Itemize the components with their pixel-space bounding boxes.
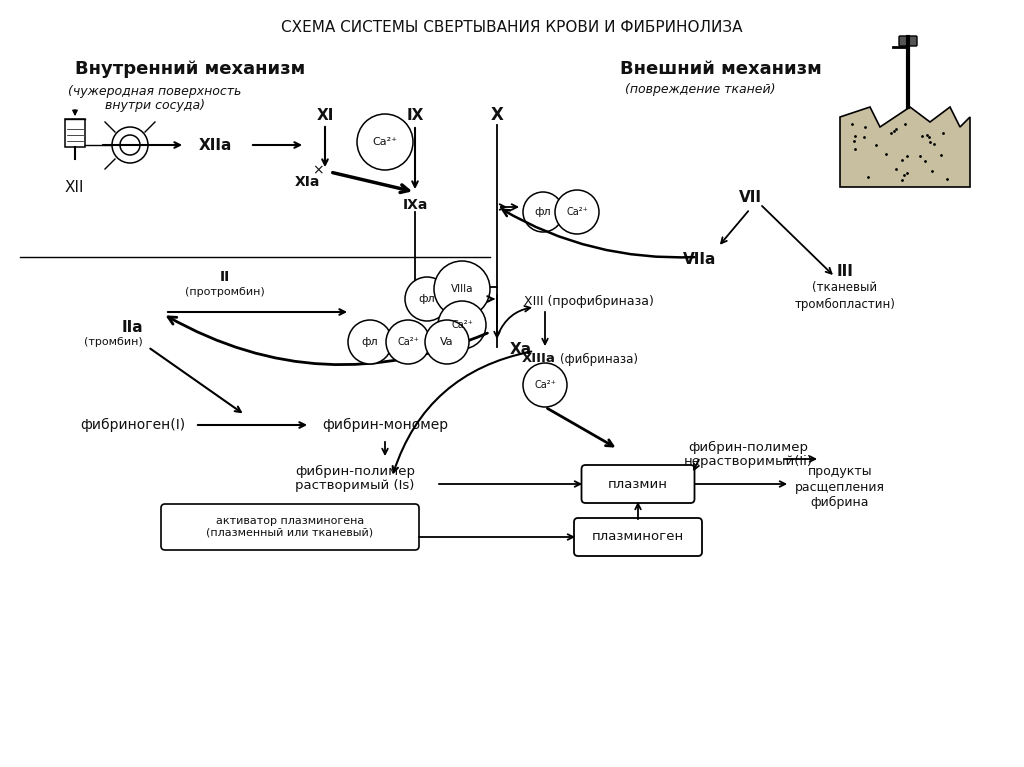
Circle shape	[348, 320, 392, 364]
Text: Ca²⁺: Ca²⁺	[397, 337, 419, 347]
Text: (фибриназа): (фибриназа)	[560, 353, 638, 366]
Text: XIIa: XIIa	[199, 137, 231, 153]
Text: XII: XII	[65, 179, 85, 195]
Text: VIIa: VIIa	[683, 252, 717, 268]
Circle shape	[523, 363, 567, 407]
Text: Xa: Xa	[510, 341, 532, 357]
Text: IIa: IIa	[122, 320, 143, 334]
Circle shape	[523, 192, 563, 232]
Text: фибрин-полимер: фибрин-полимер	[688, 440, 808, 453]
Circle shape	[438, 301, 486, 349]
Text: Ca²⁺: Ca²⁺	[566, 207, 588, 217]
Text: Ca²⁺: Ca²⁺	[451, 320, 473, 330]
Polygon shape	[840, 107, 970, 187]
Text: активатор плазминогена
(плазменный или тканевый): активатор плазминогена (плазменный или т…	[207, 516, 374, 538]
FancyBboxPatch shape	[574, 518, 702, 556]
Text: фибрин-мономер: фибрин-мономер	[322, 418, 449, 432]
Text: (тромбин): (тромбин)	[84, 337, 143, 347]
Circle shape	[120, 135, 140, 155]
Text: СХЕМА СИСТЕМЫ СВЕРТЫВАНИЯ КРОВИ И ФИБРИНОЛИЗА: СХЕМА СИСТЕМЫ СВЕРТЫВАНИЯ КРОВИ И ФИБРИН…	[282, 19, 742, 35]
Text: IX: IX	[407, 107, 424, 123]
Text: (чужеродная поверхность: (чужеродная поверхность	[69, 84, 242, 97]
Text: плазмин: плазмин	[608, 478, 668, 491]
Circle shape	[555, 190, 599, 234]
Text: фибриноген(I): фибриноген(I)	[80, 418, 185, 432]
Text: XIIIa: XIIIa	[522, 353, 556, 366]
FancyBboxPatch shape	[899, 36, 918, 46]
Text: Ca²⁺: Ca²⁺	[373, 137, 397, 147]
Text: XIa: XIa	[295, 175, 319, 189]
Text: плазминоген: плазминоген	[592, 531, 684, 544]
Text: растворимый (Is): растворимый (Is)	[295, 479, 415, 492]
Text: XI: XI	[316, 107, 334, 123]
Text: продукты: продукты	[808, 466, 872, 479]
Text: VIIIa: VIIIa	[451, 284, 473, 294]
Bar	[65, 119, 85, 147]
Text: (повреждение тканей): (повреждение тканей)	[625, 84, 775, 97]
FancyBboxPatch shape	[582, 465, 694, 503]
Text: (тканевый: (тканевый	[812, 281, 878, 295]
Text: Va: Va	[440, 337, 454, 347]
Text: ×: ×	[312, 163, 324, 177]
Text: фибрин-полимер: фибрин-полимер	[295, 465, 415, 478]
Circle shape	[406, 277, 449, 321]
FancyBboxPatch shape	[161, 504, 419, 550]
Text: (протромбин): (протромбин)	[185, 287, 265, 297]
Text: Ca²⁺: Ca²⁺	[535, 380, 556, 390]
Circle shape	[112, 127, 148, 163]
Text: IXa: IXa	[402, 198, 428, 212]
Text: фибрина: фибрина	[811, 495, 869, 509]
Text: II: II	[220, 270, 230, 284]
Text: Внешний механизм: Внешний механизм	[620, 60, 821, 78]
Text: VII: VII	[738, 189, 762, 205]
Circle shape	[425, 320, 469, 364]
Text: тромбопластин): тромбопластин)	[795, 298, 895, 311]
Text: фл: фл	[535, 207, 551, 217]
Text: фл: фл	[419, 294, 435, 304]
Text: внутри сосуда): внутри сосуда)	[105, 100, 205, 113]
Text: расщепления: расщепления	[795, 480, 885, 493]
Text: нерастворимый(Ii): нерастворимый(Ii)	[683, 456, 812, 469]
Text: III: III	[837, 265, 853, 279]
Text: X: X	[490, 106, 504, 124]
Circle shape	[386, 320, 430, 364]
Circle shape	[434, 261, 490, 317]
Text: XIII (профибриназа): XIII (профибриназа)	[524, 295, 654, 308]
Circle shape	[357, 114, 413, 170]
Text: фл: фл	[361, 337, 378, 347]
Text: Внутренний механизм: Внутренний механизм	[75, 60, 305, 78]
